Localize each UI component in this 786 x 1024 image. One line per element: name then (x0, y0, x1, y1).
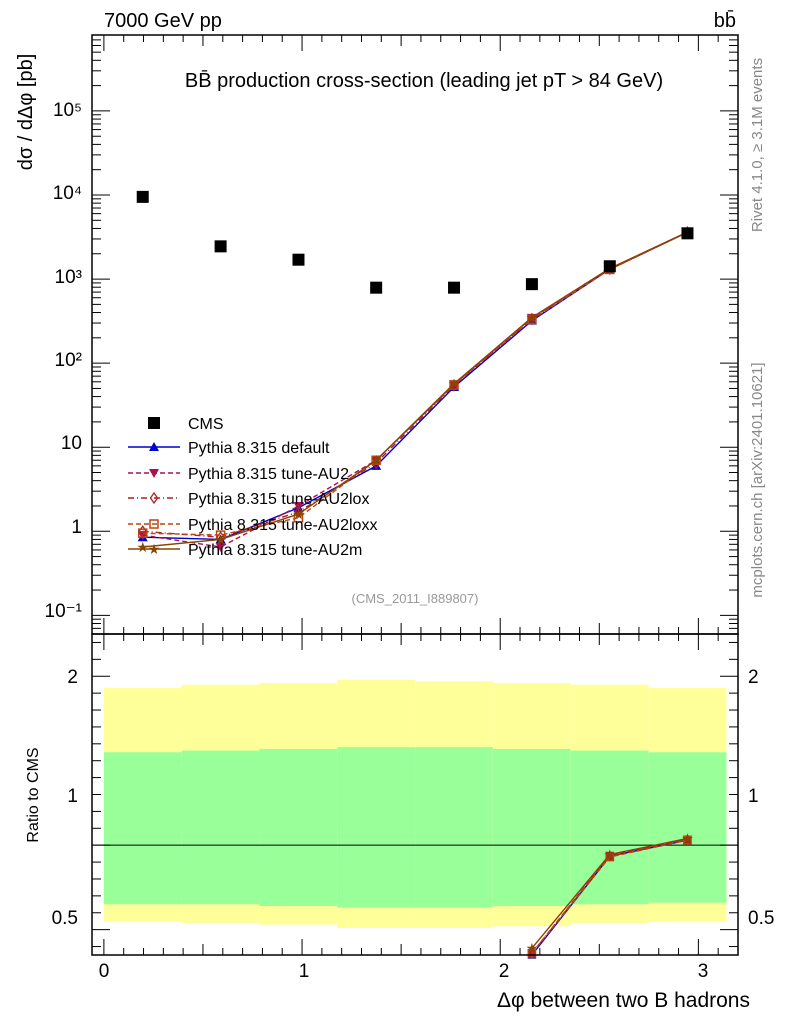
legend-entry-au2loxx: Pythia 8.315 tune-AU2loxx (188, 517, 377, 534)
marker-square (148, 417, 160, 429)
marker-diamond (149, 491, 159, 505)
marker-star: ★ (526, 940, 539, 956)
marker-square (136, 190, 149, 203)
marker-triangle-down (215, 543, 226, 553)
x-tick-labels: 0 1 2 3 (99, 961, 709, 982)
series-line (142, 231, 688, 548)
ratio-bands (103, 679, 727, 928)
marker-square (370, 281, 383, 294)
marker-star: ★ (292, 506, 305, 522)
x-tick-label: 1 (299, 961, 310, 982)
marker-square-open (149, 519, 159, 529)
marker-square-open (137, 528, 148, 538)
y-tick-label: 10⁵ (53, 100, 82, 121)
legend-marker-au2m: ★ (128, 541, 180, 557)
legend-entry-au2m: Pythia 8.315 tune-AU2m (188, 542, 362, 559)
marker-square (525, 278, 538, 291)
ratio-series-line (531, 839, 688, 954)
marker-square-open (527, 314, 537, 325)
y-tick-label: 10⁻¹ (45, 601, 83, 622)
marker-triangle-up (371, 460, 382, 470)
legend-marker-au2 (128, 469, 180, 478)
legend-marker-default (128, 442, 180, 451)
y-tick-label: 10³ (55, 267, 82, 288)
marker-square (214, 240, 227, 253)
x-tick-label: 0 (99, 961, 110, 982)
marker-square (603, 260, 616, 273)
marker-diamond (449, 379, 459, 392)
marker-square-open (449, 380, 459, 390)
ratio-panel: ★ ★ ★ 0.5 1 2 0.5 1 2 0 1 2 3 Ratio to CMS… (25, 633, 774, 1012)
marker-square-open (371, 455, 381, 465)
series-line (142, 231, 688, 538)
y-tick-label: 1 (71, 517, 82, 538)
marker-star: ★ (526, 309, 539, 325)
legend-entry-default: Pythia 8.315 default (188, 440, 330, 457)
chart-title: BB̄ production cross-section (leading je… (185, 69, 663, 92)
marker-square-open (683, 835, 692, 845)
ratio-y-tick-label: 0.5 (52, 908, 78, 929)
marker-diamond (294, 505, 303, 519)
uncertainty-band-inner (570, 750, 649, 905)
main-y-tick-labels: 10⁻¹ 1 10 10² 10³ 10⁴ 10⁵ (45, 100, 83, 622)
uncertainty-band-inner (648, 752, 727, 903)
uncertainty-band-inner (259, 748, 338, 907)
marker-star: ★ (136, 539, 149, 555)
uncertainty-band-inner (492, 748, 571, 907)
ratio-frame (91, 633, 739, 956)
uncertainty-band-inner (103, 752, 182, 905)
ratio-y-tick-label: 2 (67, 667, 78, 688)
marker-square (681, 227, 694, 240)
y-tick-label: 10² (55, 350, 82, 371)
watermark: (CMS_2011_I889807) (352, 591, 479, 606)
ratio-y-tick-labels-left: 0.5 1 2 (52, 667, 78, 929)
marker-diamond (527, 947, 536, 959)
marker-triangle-up (149, 442, 159, 451)
series-line (142, 231, 688, 541)
beam-label: 7000 GeV pp (104, 10, 222, 32)
ratio-y-tick-label: 1 (67, 786, 78, 807)
legend-marker-cms (148, 417, 160, 429)
ratio-axis-ticks (92, 641, 738, 948)
marker-star: ★ (681, 830, 694, 846)
uncertainty-band-inner (181, 750, 260, 905)
uncertainty-band-inner (337, 747, 416, 908)
ratio-y-tick-labels-right: 0.5 1 2 (748, 667, 774, 929)
marker-star: ★ (148, 541, 161, 557)
main-panel: 10⁻¹ 1 10 10² 10³ 10⁴ 10⁵ ★★★★★★★★ BB̄ p… (15, 34, 739, 955)
marker-star: ★ (604, 846, 617, 862)
ratio-series-line (531, 837, 688, 949)
marker-square (292, 253, 305, 266)
ratio-y-tick-label: 0.5 (748, 908, 774, 929)
marker-square-open (605, 852, 615, 862)
x-tick-label: 2 (499, 961, 510, 982)
process-label: bb̄ (714, 9, 736, 32)
marker-square-open (527, 948, 537, 958)
marker-star: ★ (370, 452, 383, 468)
legend-entry-au2lox: Pythia 8.315 tune-AU2lox (188, 491, 369, 508)
marker-triangle-down (149, 469, 159, 478)
y-axis-label: dσ / dΔφ [pb] (15, 54, 37, 171)
legend-entry-au2: Pythia 8.315 tune-AU2 (188, 466, 349, 483)
uncertainty-band-inner (415, 747, 493, 908)
marker-star: ★ (448, 376, 461, 392)
ratio-y-tick-label: 1 (748, 786, 759, 807)
legend-entry-cms: CMS (188, 416, 224, 433)
site-label: mcplots.cern.ch [arXiv:2401.10621] (749, 362, 766, 597)
main-data-layer (136, 190, 694, 294)
x-tick-label: 3 (698, 961, 709, 982)
rivet-label: Rivet 4.1.0, ≥ 3.1M events (749, 58, 766, 232)
y-tick-label: 10⁴ (53, 183, 82, 204)
ratio-y-axis-label: Ratio to CMS (25, 747, 42, 842)
marker-star: ★ (214, 531, 227, 547)
legend-marker-au2lox (128, 491, 180, 505)
y-tick-label: 10 (61, 433, 82, 454)
marker-square (448, 281, 461, 294)
legend-marker-au2loxx (128, 519, 180, 529)
x-axis-label: Δφ between two B hadrons (497, 989, 750, 1012)
legend: CMS Pythia 8.315 default Pythia 8.315 tu… (128, 416, 377, 559)
ratio-y-tick-label: 2 (748, 667, 759, 688)
main-axis-ticks (92, 34, 738, 955)
